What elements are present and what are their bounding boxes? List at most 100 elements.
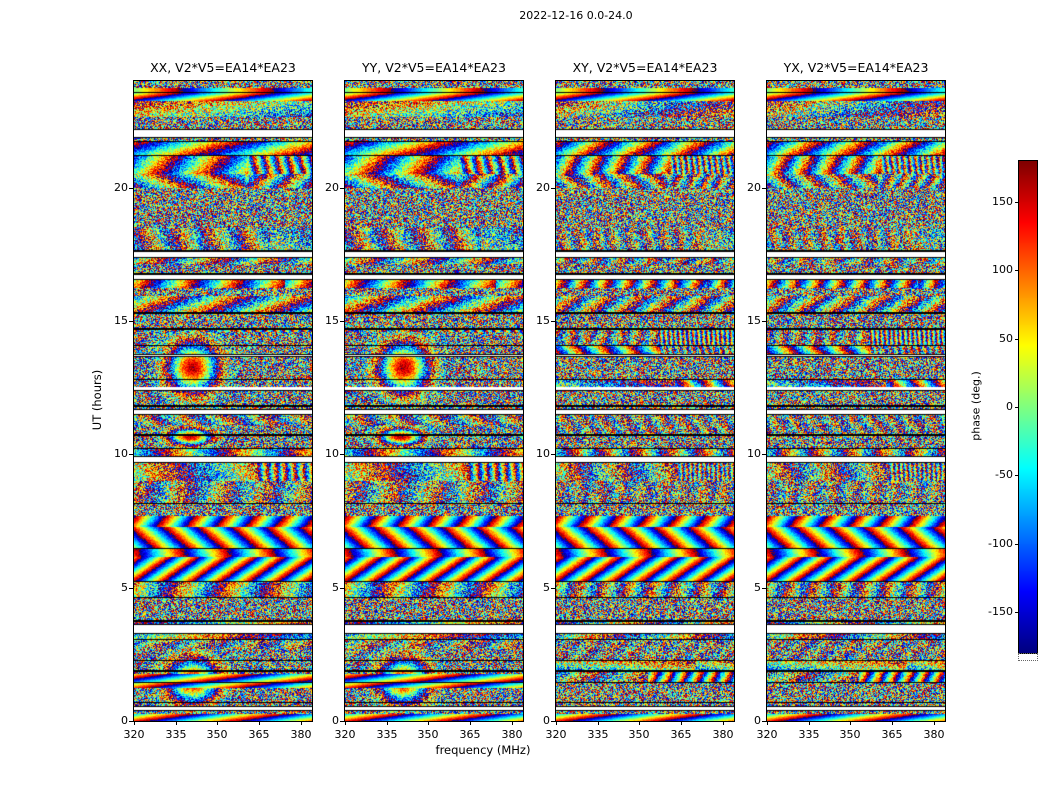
x-tick-mark (722, 721, 724, 725)
x-tick-mark (680, 721, 682, 725)
y-tick-mark (551, 187, 555, 189)
heatmap-canvas-xy (556, 81, 734, 721)
x-tick-label: 335 (165, 728, 187, 741)
x-tick-mark (386, 721, 388, 725)
colorbar-tick-mark (1015, 406, 1019, 408)
y-tick-label: 5 (332, 581, 339, 594)
x-tick-mark (511, 721, 513, 725)
colorbar-tick-label: 100 (992, 263, 1013, 276)
x-tick-label: 380 (923, 728, 945, 741)
panel-yx: YX, V2*V5=EA14*EA23 320 335 350 365 380 0 5 10 1… (747, 60, 946, 741)
y-tick-label: 15 (536, 314, 550, 327)
colorbar-tick-mark (1015, 269, 1019, 271)
y-tick-mark (129, 320, 133, 322)
heatmap-canvas-yy (345, 81, 523, 721)
y-tick-mark (762, 320, 766, 322)
x-tick-label: 350 (839, 728, 861, 741)
x-tick-label: 320 (756, 728, 778, 741)
x-tick-mark (216, 721, 218, 725)
x-tick-label: 320 (334, 728, 356, 741)
x-tick-label: 380 (501, 728, 523, 741)
y-tick-label: 5 (754, 581, 761, 594)
colorbar-tick-label: -150 (988, 605, 1013, 618)
y-tick-mark (551, 320, 555, 322)
panel-title-yx: YX, V2*V5=EA14*EA23 (783, 60, 929, 75)
y-tick-label: 0 (543, 714, 550, 727)
heatmap-canvas-yx (767, 81, 945, 721)
colorbar-label: phase (deg.) (969, 371, 983, 441)
y-tick-mark (340, 187, 344, 189)
panel-title-xy: XY, V2*V5=EA14*EA23 (572, 60, 718, 75)
y-tick-mark (551, 720, 555, 722)
y-tick-label: 10 (747, 447, 761, 460)
x-tick-label: 335 (376, 728, 398, 741)
x-tick-mark (427, 721, 429, 725)
y-tick-label: 20 (325, 181, 339, 194)
y-tick-label: 0 (754, 714, 761, 727)
x-tick-mark (766, 721, 768, 725)
x-tick-label: 350 (628, 728, 650, 741)
x-tick-mark (469, 721, 471, 725)
figure-title: 2022-12-16 0.0-24.0 (519, 9, 633, 22)
y-tick-mark (551, 453, 555, 455)
y-tick-label: 10 (536, 447, 550, 460)
heatmap-canvas-xx (134, 81, 312, 721)
colorbar-tick-mark (1015, 611, 1019, 613)
panel-title-yy: YY, V2*V5=EA14*EA23 (362, 60, 506, 75)
colorbar-tick-label: 150 (992, 195, 1013, 208)
y-tick-mark (129, 720, 133, 722)
colorbar-tick-mark (1015, 543, 1019, 545)
y-tick-label: 10 (114, 447, 128, 460)
x-tick-label: 320 (123, 728, 145, 741)
y-tick-mark (762, 720, 766, 722)
y-tick-label: 20 (114, 181, 128, 194)
panel-xx: XX, V2*V5=EA14*EA23 320 335 350 365 380 0 5 10 1… (114, 60, 313, 741)
colorbar-tick-label: -100 (988, 537, 1013, 550)
x-tick-mark (133, 721, 135, 725)
y-tick-label: 15 (747, 314, 761, 327)
y-tick-mark (762, 587, 766, 589)
x-axis-label: frequency (MHz) (435, 743, 531, 757)
colorbar-tick-mark (1015, 338, 1019, 340)
y-tick-label: 5 (543, 581, 550, 594)
x-tick-mark (344, 721, 346, 725)
x-tick-mark (638, 721, 640, 725)
y-tick-mark (762, 453, 766, 455)
y-tick-mark (340, 320, 344, 322)
x-tick-mark (555, 721, 557, 725)
y-tick-mark (340, 720, 344, 722)
x-tick-label: 335 (587, 728, 609, 741)
x-tick-label: 350 (206, 728, 228, 741)
y-tick-mark (129, 587, 133, 589)
x-tick-label: 380 (712, 728, 734, 741)
y-axis-label: UT (hours) (90, 369, 104, 431)
colorbar-tick-mark (1015, 474, 1019, 476)
colorbar-tick-label: 50 (999, 332, 1013, 345)
x-tick-label: 350 (417, 728, 439, 741)
y-tick-label: 15 (114, 314, 128, 327)
x-tick-mark (258, 721, 260, 725)
x-tick-mark (808, 721, 810, 725)
colorbar-canvas (1019, 161, 1037, 653)
colorbar: 150 100 50 0 -50 -100 -150 (988, 160, 1038, 654)
colorbar-tick-mark (1015, 201, 1019, 203)
x-tick-label: 365 (248, 728, 270, 741)
colorbar-extend-outline (1018, 653, 1038, 661)
y-tick-mark (762, 187, 766, 189)
y-tick-mark (340, 453, 344, 455)
y-tick-label: 20 (536, 181, 550, 194)
x-tick-mark (597, 721, 599, 725)
x-tick-label: 365 (459, 728, 481, 741)
y-tick-mark (129, 453, 133, 455)
y-tick-label: 0 (121, 714, 128, 727)
y-tick-label: 20 (747, 181, 761, 194)
panel-title-xx: XX, V2*V5=EA14*EA23 (150, 60, 296, 75)
y-tick-label: 10 (325, 447, 339, 460)
y-tick-label: 15 (325, 314, 339, 327)
y-tick-mark (551, 587, 555, 589)
colorbar-tick-label: -50 (995, 468, 1013, 481)
x-tick-label: 335 (798, 728, 820, 741)
x-tick-mark (891, 721, 893, 725)
y-tick-mark (129, 187, 133, 189)
